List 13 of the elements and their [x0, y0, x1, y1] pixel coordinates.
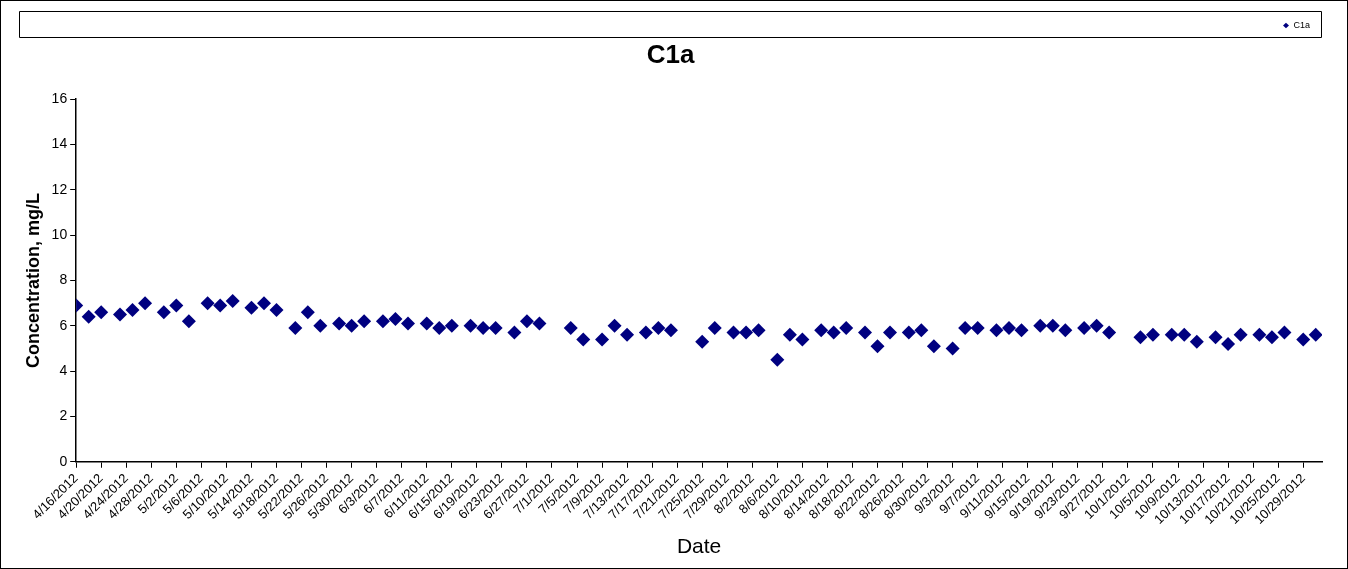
y-tick-label: 12 — [51, 180, 68, 197]
chart-title: C1a — [646, 38, 695, 69]
y-tick-label: 14 — [51, 135, 68, 152]
y-tick-label: 6 — [59, 316, 68, 333]
y-tick-label: 2 — [59, 407, 68, 424]
y-tick-label: 10 — [51, 226, 68, 243]
legend-label: C1a — [1293, 19, 1311, 30]
y-tick-label: 8 — [59, 271, 68, 288]
y-tick-label: 4 — [59, 361, 68, 378]
y-axis-title: Concentration, mg/L — [22, 192, 43, 368]
y-tick-label: 0 — [59, 452, 68, 469]
x-axis-title: Date — [676, 534, 722, 558]
y-tick-label: 16 — [51, 90, 68, 107]
